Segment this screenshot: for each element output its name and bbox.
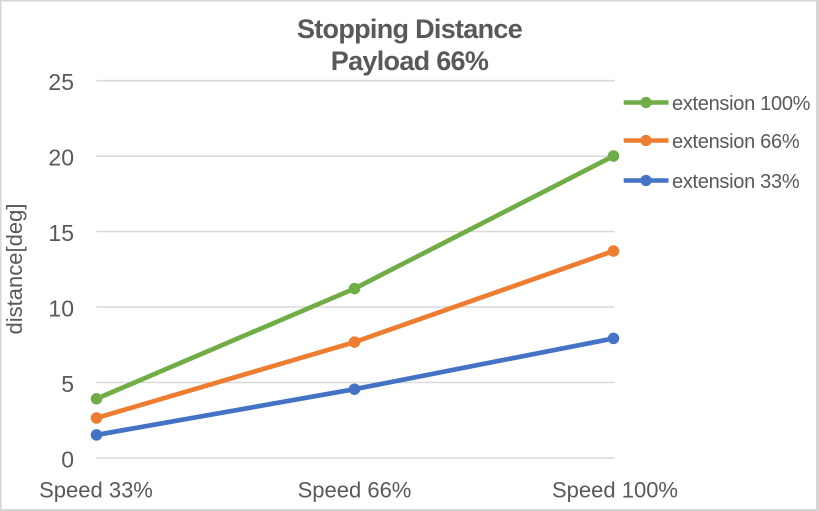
svg-text:Payload 66%: Payload 66%: [331, 46, 489, 76]
svg-text:extension 33%: extension 33%: [672, 171, 800, 193]
svg-text:25: 25: [48, 69, 74, 95]
svg-text:Stopping Distance: Stopping Distance: [297, 14, 523, 44]
svg-text:20: 20: [48, 145, 74, 171]
svg-text:Speed 66%: Speed 66%: [298, 478, 412, 503]
svg-text:5: 5: [61, 371, 74, 397]
svg-text:10: 10: [48, 296, 74, 322]
svg-text:Speed 100%: Speed 100%: [552, 478, 678, 503]
svg-text:distance[deg]: distance[deg]: [2, 204, 27, 335]
svg-text:15: 15: [48, 220, 74, 246]
svg-text:extension 100%: extension 100%: [672, 93, 811, 115]
svg-text:0: 0: [61, 446, 74, 472]
svg-text:extension 66%: extension 66%: [672, 131, 800, 153]
svg-text:Speed 33%: Speed 33%: [39, 478, 153, 503]
